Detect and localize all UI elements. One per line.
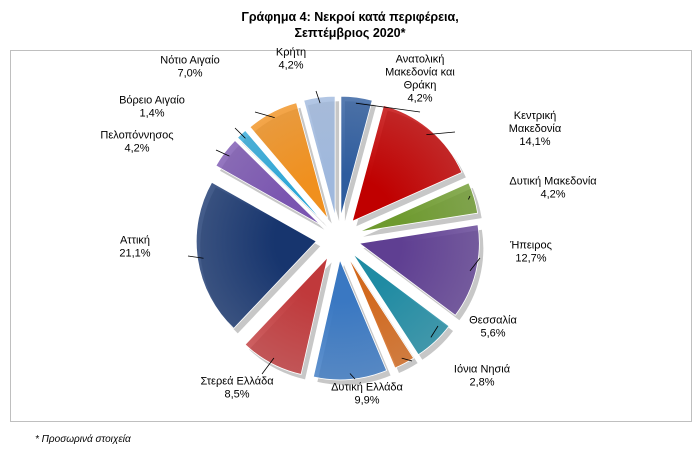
- slice-label: Κεντρική Μακεδονία 14,1%: [509, 110, 562, 148]
- slice-label: Νότιο Αιγαίο 7,0%: [160, 55, 219, 80]
- slice-name: Κρήτη: [276, 47, 306, 59]
- slice-value: 2,8%: [469, 377, 494, 389]
- slice-name: Βόρειο Αιγαίο: [119, 95, 185, 107]
- slice-name: Δυτική Μακεδονία: [509, 176, 597, 188]
- pie-slice-9: [195, 181, 317, 329]
- leader-line: [469, 257, 481, 272]
- slice-name: Θράκη: [404, 80, 437, 92]
- slice-name: Στερεά Ελλάδα: [200, 376, 274, 388]
- slice-name: Πελοπόννησος: [100, 130, 173, 142]
- slice-label: Δυτική Ελλάδα 9,9%: [331, 382, 403, 407]
- slice-label: Αττική 21,1%: [119, 235, 150, 260]
- leader-line: [254, 111, 275, 119]
- slice-value: 4,2%: [278, 60, 303, 72]
- slice-label: Ιόνια Νησιά 2,8%: [454, 364, 511, 389]
- leader-line: [349, 373, 356, 380]
- slice-value: 8,5%: [224, 389, 249, 401]
- slice-value: 12,7%: [515, 253, 546, 265]
- leader-line: [430, 325, 439, 338]
- leader-line: [426, 131, 456, 136]
- pie-slice-12: [249, 102, 329, 219]
- pie-slice-5: [352, 253, 450, 356]
- slice-label: Πελοπόννησος 4,2%: [100, 130, 173, 155]
- slice-label: Ήπειρος 12,7%: [509, 240, 552, 265]
- slice-name: Κεντρική: [514, 110, 556, 122]
- slice-name: Θεσσαλία: [469, 315, 517, 327]
- leader-line: [468, 195, 471, 200]
- slice-value: 5,6%: [480, 328, 505, 340]
- slice-name: Ήπειρος: [509, 240, 552, 252]
- slice-value: 1,4%: [139, 108, 164, 120]
- footnote: * Προσωρινά στοιχεία: [35, 434, 131, 445]
- chart-title-line2: Σεπτέμβριος 2020*: [294, 26, 406, 40]
- slice-name: Νότιο Αιγαίο: [160, 55, 219, 67]
- slice-label: Βόρειο Αιγαίο 1,4%: [119, 95, 185, 120]
- leader-line: [234, 127, 246, 139]
- slice-label: Στερεά Ελλάδα 8,5%: [200, 376, 274, 401]
- slice-label: Ανατολική Μακεδονία και Θράκη 4,2%: [385, 54, 455, 105]
- pie-slice-6: [347, 257, 415, 369]
- slice-name: Μακεδονία: [509, 123, 562, 135]
- chart-title-line1: Γράφημα 4: Νεκροί κατά περιφέρεια,: [241, 10, 459, 24]
- slice-name: Ιόνια Νησιά: [454, 364, 511, 376]
- slice-value: 7,0%: [177, 68, 202, 80]
- pie-slice-1: [340, 95, 373, 217]
- pie-slice-10: [215, 139, 321, 226]
- pie-slices: [195, 95, 484, 385]
- slice-value: 14,1%: [519, 136, 550, 148]
- slice-value: 21,1%: [119, 248, 150, 260]
- pie-labels: Ανατολική Μακεδονία και Θράκη 4,2%Κεντρική Μ…: [100, 47, 597, 407]
- slice-name: Ανατολική: [396, 54, 445, 66]
- slice-value: 9,9%: [354, 395, 379, 407]
- slice-value: 4,2%: [407, 93, 432, 105]
- slice-name: Μακεδονία και: [385, 67, 455, 79]
- slice-label: Δυτική Μακεδονία 4,2%: [509, 176, 597, 201]
- pie-slice-8: [244, 256, 329, 375]
- slice-name: Αττική: [120, 235, 150, 247]
- pie-slice-2: [351, 104, 463, 222]
- pie-slice-7: [312, 258, 388, 381]
- slice-name: Δυτική Ελλάδα: [331, 382, 403, 394]
- pie-slice-4: [358, 224, 480, 316]
- slice-value: 4,2%: [540, 189, 565, 201]
- leader-line: [401, 357, 413, 362]
- leader-line: [355, 102, 421, 113]
- slice-label: Θεσσαλία 5,6%: [469, 315, 517, 340]
- leader-line: [187, 255, 204, 259]
- chart-title: Γράφημα 4: Νεκροί κατά περιφέρεια, Σεπτέ…: [0, 9, 700, 41]
- slice-value: 4,2%: [124, 143, 149, 155]
- leader-line: [261, 357, 275, 375]
- pie-slice-3: [358, 182, 479, 233]
- leader-line: [315, 90, 321, 104]
- leader-line: [215, 149, 230, 157]
- slice-label: Κρήτη 4,2%: [276, 47, 306, 72]
- pie-slice-13: [303, 95, 336, 217]
